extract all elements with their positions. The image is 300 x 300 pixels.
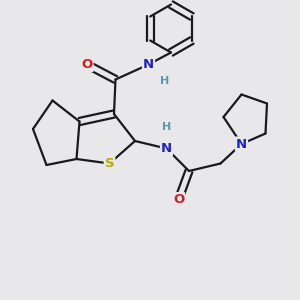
Text: H: H bbox=[160, 76, 169, 86]
Text: N: N bbox=[236, 137, 247, 151]
Text: H: H bbox=[162, 122, 171, 133]
Text: N: N bbox=[161, 142, 172, 155]
Text: S: S bbox=[105, 157, 114, 170]
Text: N: N bbox=[143, 58, 154, 71]
Text: O: O bbox=[81, 58, 93, 71]
Text: O: O bbox=[173, 193, 184, 206]
